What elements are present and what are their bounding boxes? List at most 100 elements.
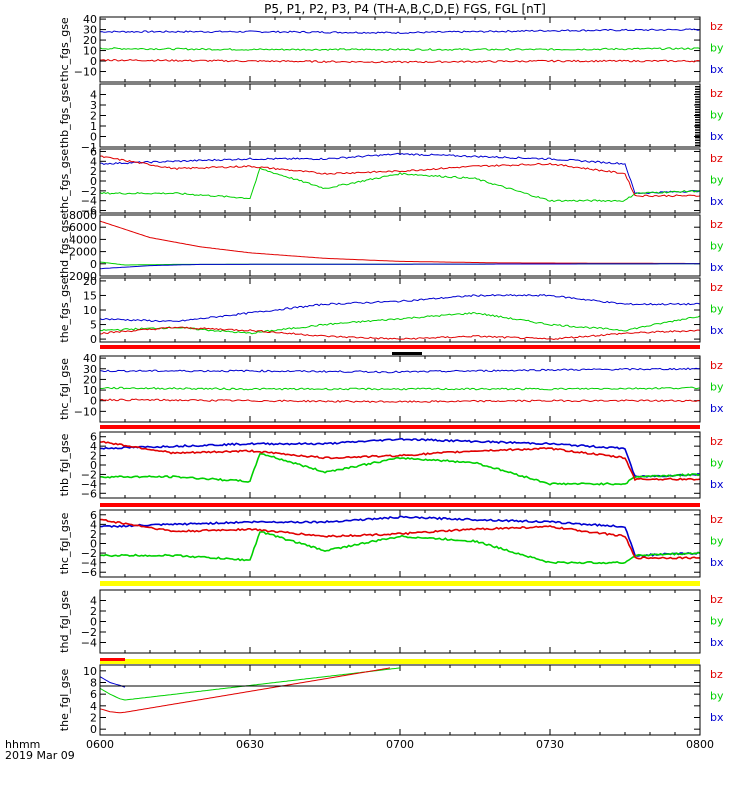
legend-bx: bx <box>710 130 724 143</box>
y-tick-label: −4 <box>81 195 97 208</box>
edge-mark <box>695 91 700 93</box>
edge-mark <box>695 103 700 106</box>
legend-by: by <box>710 457 724 470</box>
y-tick-label: 40 <box>83 352 97 365</box>
y-axis-label: thb_fgl_gse <box>58 433 71 496</box>
edge-mark <box>695 88 700 90</box>
series-by <box>100 452 700 486</box>
y-axis-label: thc_fgs_gse <box>58 17 71 82</box>
series-bx <box>100 263 700 270</box>
panel-frame <box>99 277 701 343</box>
legend-bx: bx <box>710 195 724 208</box>
legend-by: by <box>710 42 724 55</box>
y-axis-label: thd_fgl_gse <box>58 590 71 653</box>
y-tick-label: 15 <box>83 289 97 302</box>
edge-mark <box>695 137 700 139</box>
y-axis-label: thc_fgl_gse <box>58 358 71 420</box>
panel-border <box>99 148 701 214</box>
edge-mark <box>695 131 700 134</box>
edge-mark <box>695 116 700 118</box>
y-tick-label: −2 <box>81 468 97 481</box>
y-tick-label: 0 <box>90 459 97 472</box>
panel-border <box>99 509 701 578</box>
legend-bz: bz <box>710 435 723 448</box>
panel-border <box>99 214 701 277</box>
edge-mark <box>695 124 700 126</box>
legend-by: by <box>710 174 724 187</box>
y-tick-label: −2 <box>81 547 97 560</box>
y-tick-label: 0 <box>90 175 97 188</box>
edge-mark <box>695 106 700 108</box>
y-tick-label: 30 <box>83 363 97 376</box>
legend-bx: bx <box>710 63 724 76</box>
series-by <box>100 531 700 565</box>
y-tick-label: 0 <box>90 723 97 736</box>
y-tick-label: 0 <box>90 538 97 551</box>
panel-frame <box>99 214 701 277</box>
legend-by: by <box>710 240 724 253</box>
y-tick-label: 2000 <box>69 246 97 259</box>
y-tick-label: 1 <box>90 120 97 133</box>
y-tick-label: 10 <box>83 384 97 397</box>
y-tick-label: −4 <box>81 557 97 570</box>
y-tick-label: 4 <box>90 155 97 168</box>
y-tick-label: −10 <box>74 66 97 79</box>
legend-by: by <box>710 535 724 548</box>
y-tick-label: 6 <box>90 431 97 444</box>
legend-bz: bz <box>710 593 723 606</box>
edge-mark <box>695 139 700 141</box>
y-tick-label: 10 <box>83 45 97 58</box>
edge-mark <box>695 129 700 131</box>
y-tick-label: 0 <box>90 258 97 271</box>
footer-time-label: hhmm <box>5 738 40 751</box>
edge-mark <box>695 144 700 147</box>
series-bz <box>100 326 700 341</box>
y-axis-label: thb_fgs_gse <box>58 83 71 149</box>
panel-frame <box>99 431 701 499</box>
y-tick-label: 4 <box>90 700 97 713</box>
x-tick-label: 0800 <box>686 738 714 751</box>
legend-by: by <box>710 690 724 703</box>
legend-bx: bx <box>710 261 724 274</box>
legend-bz: bz <box>710 152 723 165</box>
x-tick-label: 0730 <box>536 738 564 751</box>
panel-frame <box>99 664 701 736</box>
y-tick-label: 0 <box>90 131 97 144</box>
y-tick-label: 0 <box>90 333 97 346</box>
panel-border <box>99 431 701 499</box>
y-tick-label: 2 <box>90 110 97 123</box>
legend-bz: bz <box>710 87 723 100</box>
edge-mark <box>695 96 700 98</box>
series-bz <box>100 398 700 403</box>
y-axis-label: thc_fgs_gse <box>58 149 71 214</box>
series-bz <box>100 440 700 482</box>
status-bar-red <box>100 345 700 349</box>
y-axis-label: thc_fgl_gse <box>58 512 71 574</box>
edge-mark <box>695 114 700 116</box>
legend-bz: bz <box>710 513 723 526</box>
y-tick-label: 2 <box>90 165 97 178</box>
y-tick-label: 20 <box>83 275 97 288</box>
series-bx <box>100 515 700 557</box>
series-bx <box>100 367 700 374</box>
panel-frame <box>99 509 701 578</box>
series-bz <box>100 667 391 714</box>
series-by <box>100 47 700 51</box>
y-tick-label: 4 <box>90 595 97 608</box>
series-bx <box>100 28 700 34</box>
y-tick-label: 30 <box>83 24 97 37</box>
legend-bz: bz <box>710 668 723 681</box>
status-bar-black <box>392 352 422 355</box>
x-tick-label: 0630 <box>236 738 264 751</box>
footer-date-label: 2019 Mar 09 <box>5 749 75 762</box>
y-tick-label: 2 <box>90 712 97 725</box>
series-by <box>100 667 401 701</box>
